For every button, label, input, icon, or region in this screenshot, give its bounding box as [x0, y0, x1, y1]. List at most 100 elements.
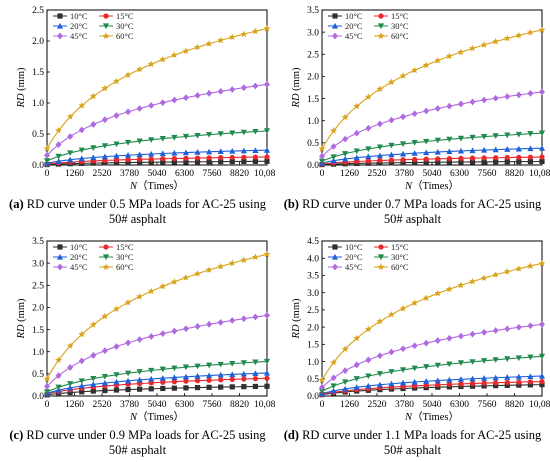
data-point	[101, 347, 108, 355]
data-point	[365, 146, 372, 153]
data-point	[182, 47, 190, 54]
data-point	[101, 373, 108, 380]
legend-marker	[102, 32, 110, 39]
x-axis-title: N（Times）	[404, 180, 459, 192]
legend-marker	[377, 32, 385, 39]
legend-label: 45°C	[70, 31, 88, 41]
data-point	[364, 325, 372, 333]
data-point	[194, 149, 201, 155]
data-point	[423, 378, 430, 384]
data-point	[388, 369, 395, 375]
legend-label: 30°C	[116, 21, 134, 31]
legend-marker	[57, 244, 63, 250]
data-point	[376, 371, 383, 377]
data-point	[159, 330, 166, 338]
x-tick-label: 7560	[478, 169, 497, 179]
data-point	[388, 151, 395, 158]
data-point	[492, 37, 500, 45]
data-point	[79, 389, 85, 395]
data-point	[515, 323, 522, 331]
data-point	[101, 379, 108, 386]
x-tick-label: 6300	[175, 400, 194, 410]
data-point	[515, 145, 522, 152]
data-point	[539, 154, 545, 160]
data-point	[492, 146, 499, 153]
data-point	[170, 278, 178, 285]
data-point	[159, 55, 167, 63]
x-tick-label: 0	[45, 400, 50, 410]
data-point	[423, 364, 430, 370]
data-point	[264, 154, 270, 160]
data-point	[252, 128, 259, 135]
data-point	[229, 317, 236, 324]
data-point	[504, 325, 511, 333]
data-point	[342, 151, 349, 157]
data-point	[206, 155, 212, 161]
x-tick-label: 1260	[65, 169, 84, 179]
data-point	[353, 148, 360, 155]
data-point	[481, 159, 487, 165]
x-tick-label: 8820	[505, 169, 524, 179]
y-tick-label: 3.0	[32, 259, 44, 269]
data-point	[538, 26, 546, 33]
caption-d-letter: (d)	[283, 428, 299, 442]
data-point	[125, 159, 131, 166]
series-30°C	[43, 128, 271, 165]
data-point	[493, 383, 499, 389]
data-point	[229, 158, 235, 165]
data-point	[217, 262, 225, 270]
series-45°C	[44, 81, 270, 159]
y-tick-label: 1.5	[32, 68, 44, 78]
data-point	[206, 159, 212, 165]
data-point	[330, 358, 337, 366]
data-point	[43, 145, 51, 152]
data-point	[206, 372, 213, 379]
x-tick-label: 1260	[340, 169, 359, 179]
data-point	[446, 148, 453, 155]
caption-d: (d) RD curve under 1.1 MPa loads for AC-…	[275, 428, 550, 458]
data-point	[527, 322, 534, 330]
data-point	[205, 40, 213, 47]
data-point	[376, 144, 383, 151]
data-point	[319, 152, 325, 160]
chart-panel-d: 0.0 0.5 1.0 1.5 2.0 2.5 3.0 3.5 4.0 4.5 0 1260 2520 3…	[275, 231, 550, 462]
data-point	[446, 376, 453, 383]
data-point	[252, 313, 259, 321]
data-point	[527, 373, 534, 380]
data-point	[423, 138, 430, 145]
data-point	[492, 271, 500, 278]
data-point	[229, 86, 236, 93]
y-tick-label: 2.0	[307, 323, 319, 333]
data-point	[218, 155, 224, 161]
data-point	[148, 159, 154, 165]
data-point	[493, 155, 499, 161]
data-point	[170, 51, 178, 59]
data-point	[194, 132, 201, 139]
data-point	[469, 98, 476, 106]
y-tick-label: 3.5	[307, 6, 319, 16]
chart-panel-b: 0.0 0.5 1.0 1.5 2.0 2.5 3.0 3.5 0 1260 2520 3780 504…	[275, 0, 550, 231]
data-point	[217, 148, 224, 155]
data-point	[400, 345, 407, 353]
data-point	[527, 154, 534, 160]
legend-label: 60°C	[116, 262, 134, 272]
data-point	[376, 152, 383, 159]
data-point	[411, 378, 418, 385]
data-point	[365, 382, 372, 389]
legend: 10°C 15°C 20°C 30°C 45°C 60°C	[53, 242, 134, 272]
data-point	[423, 382, 429, 388]
series-line	[46, 149, 268, 164]
data-point	[388, 380, 395, 387]
data-point	[240, 370, 247, 377]
data-point	[124, 71, 132, 78]
caption-b-text: RD curve under 0.7 MPa loads for AC-25 u…	[298, 197, 542, 226]
data-point	[240, 129, 247, 136]
data-point	[43, 375, 51, 382]
caption-a: (a) RD curve under 0.5 MPa loads for AC-…	[0, 197, 275, 227]
y-tick-label: 0.0	[32, 392, 44, 402]
data-point	[240, 30, 248, 38]
data-point	[538, 130, 546, 137]
x-axis-title: N（Times）	[404, 411, 459, 423]
chart-b: 0.0 0.5 1.0 1.5 2.0 2.5 3.0 3.5 0 1260 2520 3780 504…	[291, 6, 550, 192]
x-axis-title: N（Times）	[129, 411, 184, 423]
